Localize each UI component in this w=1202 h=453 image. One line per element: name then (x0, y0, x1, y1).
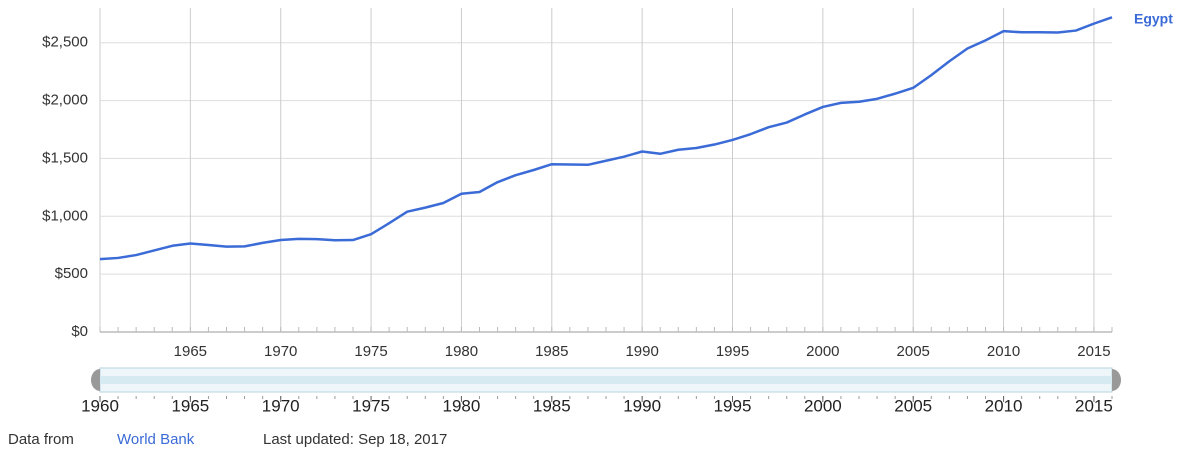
range-handle-left[interactable] (91, 369, 100, 391)
x-tick-label: 2005 (897, 343, 930, 360)
range-tick-label: 1960 (81, 396, 119, 415)
y-tick-label: $2,000 (42, 92, 88, 109)
source-link[interactable]: World Bank (117, 431, 195, 448)
range-tick-label: 2010 (985, 396, 1023, 415)
range-tick-label: 2005 (894, 396, 932, 415)
range-tick-label: 1970 (262, 396, 300, 415)
range-tick-label: 1975 (352, 396, 390, 415)
range-tick-label: 1995 (714, 396, 752, 415)
line (99, 16, 1113, 261)
legend-label: Egypt (1134, 11, 1173, 27)
x-tick-label: 1965 (174, 343, 207, 360)
range-tick-label: 1985 (533, 396, 571, 415)
x-tick-label: 2015 (1077, 343, 1110, 360)
range-tick-label: 2015 (1075, 396, 1113, 415)
last-updated: Last updated: Sep 18, 2017 (263, 431, 447, 448)
x-tick-label: 1980 (445, 343, 478, 360)
range-selection (100, 376, 1112, 384)
x-tick-label: 1990 (625, 343, 658, 360)
x-tick-label: 2010 (987, 343, 1020, 360)
range-tick-label: 1980 (443, 396, 481, 415)
range-tick-label: 1965 (171, 396, 209, 415)
x-tick-label: 1970 (264, 343, 297, 360)
y-tick-label: $1,000 (42, 207, 88, 224)
y-tick-label: $2,500 (42, 34, 88, 51)
x-tick-label: 1995 (716, 343, 749, 360)
y-tick-label: $1,500 (42, 149, 88, 166)
range-handle-right[interactable] (1112, 369, 1121, 391)
range-tick-label: 2000 (804, 396, 842, 415)
y-tick-label: $0 (71, 323, 88, 340)
x-tick-label: 2000 (806, 343, 839, 360)
y-tick-label: $500 (55, 265, 88, 282)
source-prefix: Data from (8, 431, 74, 448)
x-tick-label: 1975 (354, 343, 387, 360)
range-tick-label: 1990 (623, 396, 661, 415)
x-tick-label: 1985 (535, 343, 568, 360)
